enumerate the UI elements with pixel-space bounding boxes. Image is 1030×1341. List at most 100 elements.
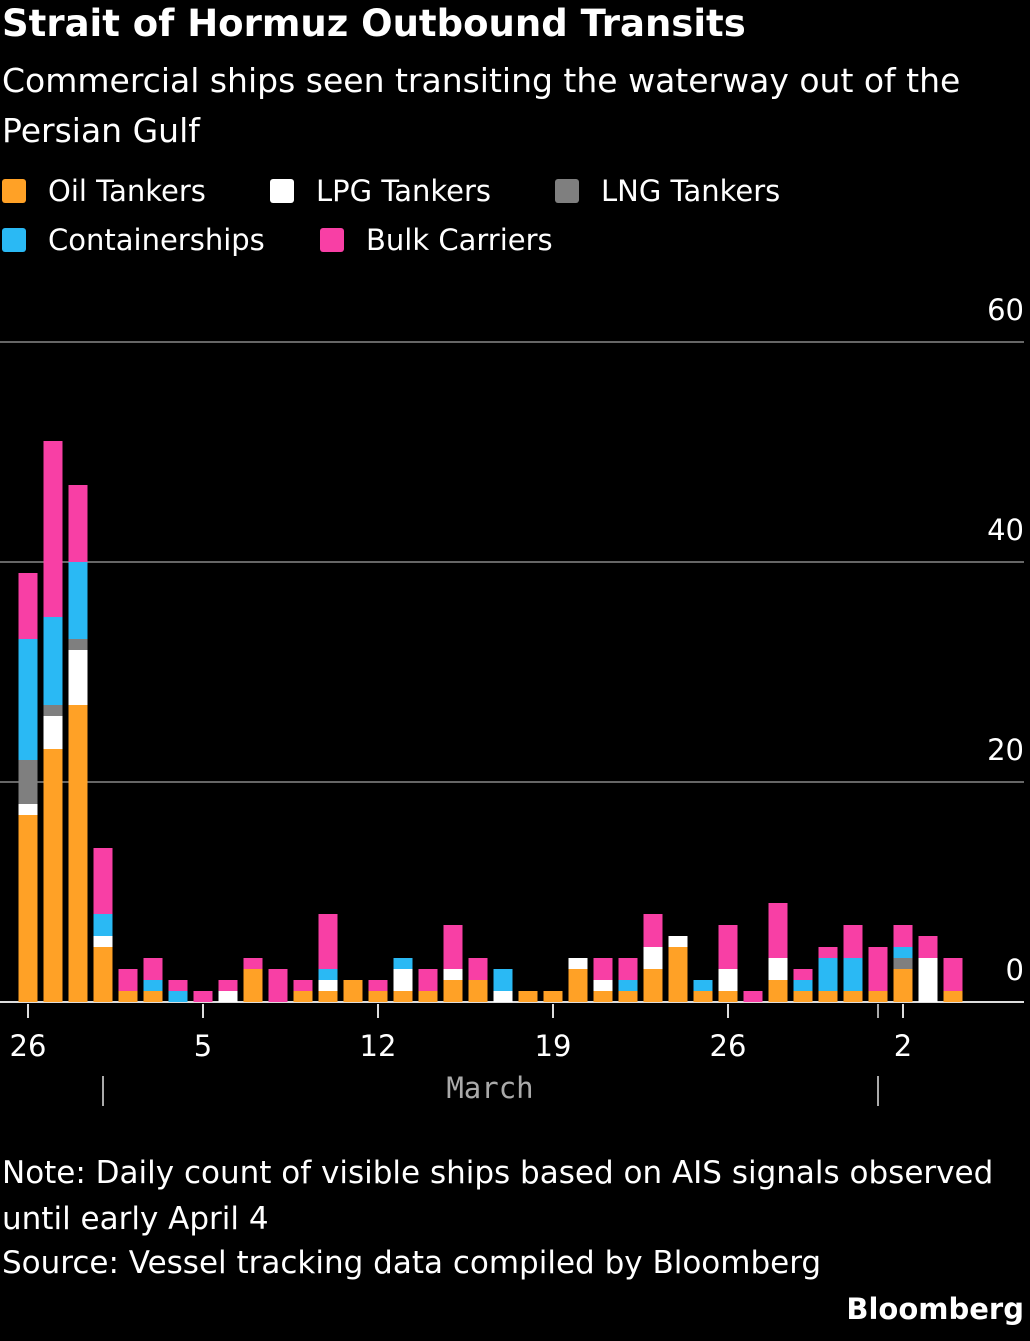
bar-segment	[18, 573, 38, 639]
bar-segment	[693, 991, 713, 1002]
note: Note: Daily count of visible ships based…	[2, 1155, 994, 1237]
bar-segment	[143, 980, 163, 991]
bar-segment	[243, 969, 263, 1002]
bar-segment	[343, 980, 363, 1002]
bar-segment	[768, 903, 788, 958]
legend-swatch	[270, 179, 294, 203]
bar-segment	[718, 925, 738, 969]
bar-segment	[68, 650, 88, 705]
month-label: March	[446, 1071, 533, 1105]
y-tick-label: 60	[987, 293, 1024, 327]
bar-segment	[118, 991, 138, 1002]
bar-segment	[893, 925, 913, 947]
bar-segment	[443, 925, 463, 969]
bar-segment	[618, 958, 638, 980]
bar-segment	[43, 749, 63, 1002]
bar-segment	[118, 969, 138, 991]
bar-segment	[893, 958, 913, 969]
bar-segment	[918, 936, 938, 958]
bar-segment	[393, 958, 413, 969]
bar-segment	[693, 980, 713, 991]
bar-segment	[843, 991, 863, 1002]
bar-segment	[143, 991, 163, 1002]
bar-segment	[718, 969, 738, 991]
bar-segment	[93, 848, 113, 914]
legend-label: Containerships	[48, 223, 265, 257]
bar-segment	[843, 958, 863, 991]
bar-segment	[593, 980, 613, 991]
bar-segment	[443, 980, 463, 1002]
bar-segment	[793, 969, 813, 980]
bar-segment	[18, 760, 38, 804]
legend-item: LNG Tankers	[555, 174, 780, 208]
bar-segment	[318, 980, 338, 991]
bar-segment	[393, 991, 413, 1002]
bar-segment	[618, 991, 638, 1002]
bar-segment	[718, 991, 738, 1002]
bar-segment	[43, 705, 63, 716]
y-tick-label: 40	[987, 513, 1024, 547]
bar-segment	[943, 991, 963, 1002]
bar-segment	[368, 991, 388, 1002]
bar-segment	[218, 991, 238, 1002]
bar-segment	[868, 991, 888, 1002]
bar-segment	[743, 991, 763, 1002]
bar-segment	[93, 914, 113, 936]
bar-segment	[93, 947, 113, 1002]
bar-segment	[418, 969, 438, 991]
bar-segment	[243, 958, 263, 969]
bar-segment	[43, 617, 63, 705]
chart-subtitle: Commercial ships seen transiting the wat…	[2, 61, 961, 150]
bar-segment	[43, 441, 63, 617]
bar-segment	[943, 958, 963, 991]
bar-segment	[18, 804, 38, 815]
bar-segment	[568, 969, 588, 1002]
bar-segment	[643, 947, 663, 969]
bar-segment	[43, 716, 63, 749]
bar-segment	[468, 958, 488, 980]
legend-swatch	[320, 228, 344, 252]
bar-segment	[518, 991, 538, 1002]
y-tick-label: 0	[1006, 953, 1024, 987]
bar-segment	[493, 991, 513, 1002]
bar-segment	[168, 980, 188, 991]
bar-segment	[443, 969, 463, 980]
bar-segment	[868, 947, 888, 991]
bar-segment	[543, 991, 563, 1002]
x-tick-label: 2	[894, 1029, 912, 1063]
legend-item: LPG Tankers	[270, 174, 491, 208]
bar-segment	[593, 991, 613, 1002]
legend-label: LPG Tankers	[316, 174, 492, 208]
source: Source: Vessel tracking data compiled by…	[2, 1245, 822, 1281]
bar-segment	[768, 980, 788, 1002]
bar-segment	[368, 980, 388, 991]
bar-segment	[793, 980, 813, 991]
bar-segment	[68, 485, 88, 562]
legend-label: LNG Tankers	[601, 174, 781, 208]
bar-segment	[568, 958, 588, 969]
legend-swatch	[555, 179, 579, 203]
bar-segment	[818, 991, 838, 1002]
bar-segment	[643, 914, 663, 947]
bar-segment	[918, 958, 938, 1002]
bar-segment	[893, 969, 913, 1002]
bar-segment	[268, 969, 288, 1002]
bar-segment	[668, 936, 688, 947]
brand: Bloomberg	[846, 1292, 1024, 1326]
bar-segment	[68, 705, 88, 1002]
bar-segment	[818, 947, 838, 958]
bar-segment	[293, 991, 313, 1002]
bar-segment	[618, 980, 638, 991]
y-tick-label: 20	[987, 733, 1024, 767]
legend-swatch	[2, 179, 26, 203]
bar-segment	[893, 947, 913, 958]
bar-segment	[468, 980, 488, 1002]
bar-segment	[68, 562, 88, 639]
chart-title: Strait of Hormuz Outbound Transits	[2, 2, 746, 45]
legend-swatch	[2, 228, 26, 252]
bar-segment	[768, 958, 788, 980]
bar-segment	[668, 947, 688, 1002]
bar-segment	[493, 969, 513, 991]
bar-segment	[193, 991, 213, 1002]
